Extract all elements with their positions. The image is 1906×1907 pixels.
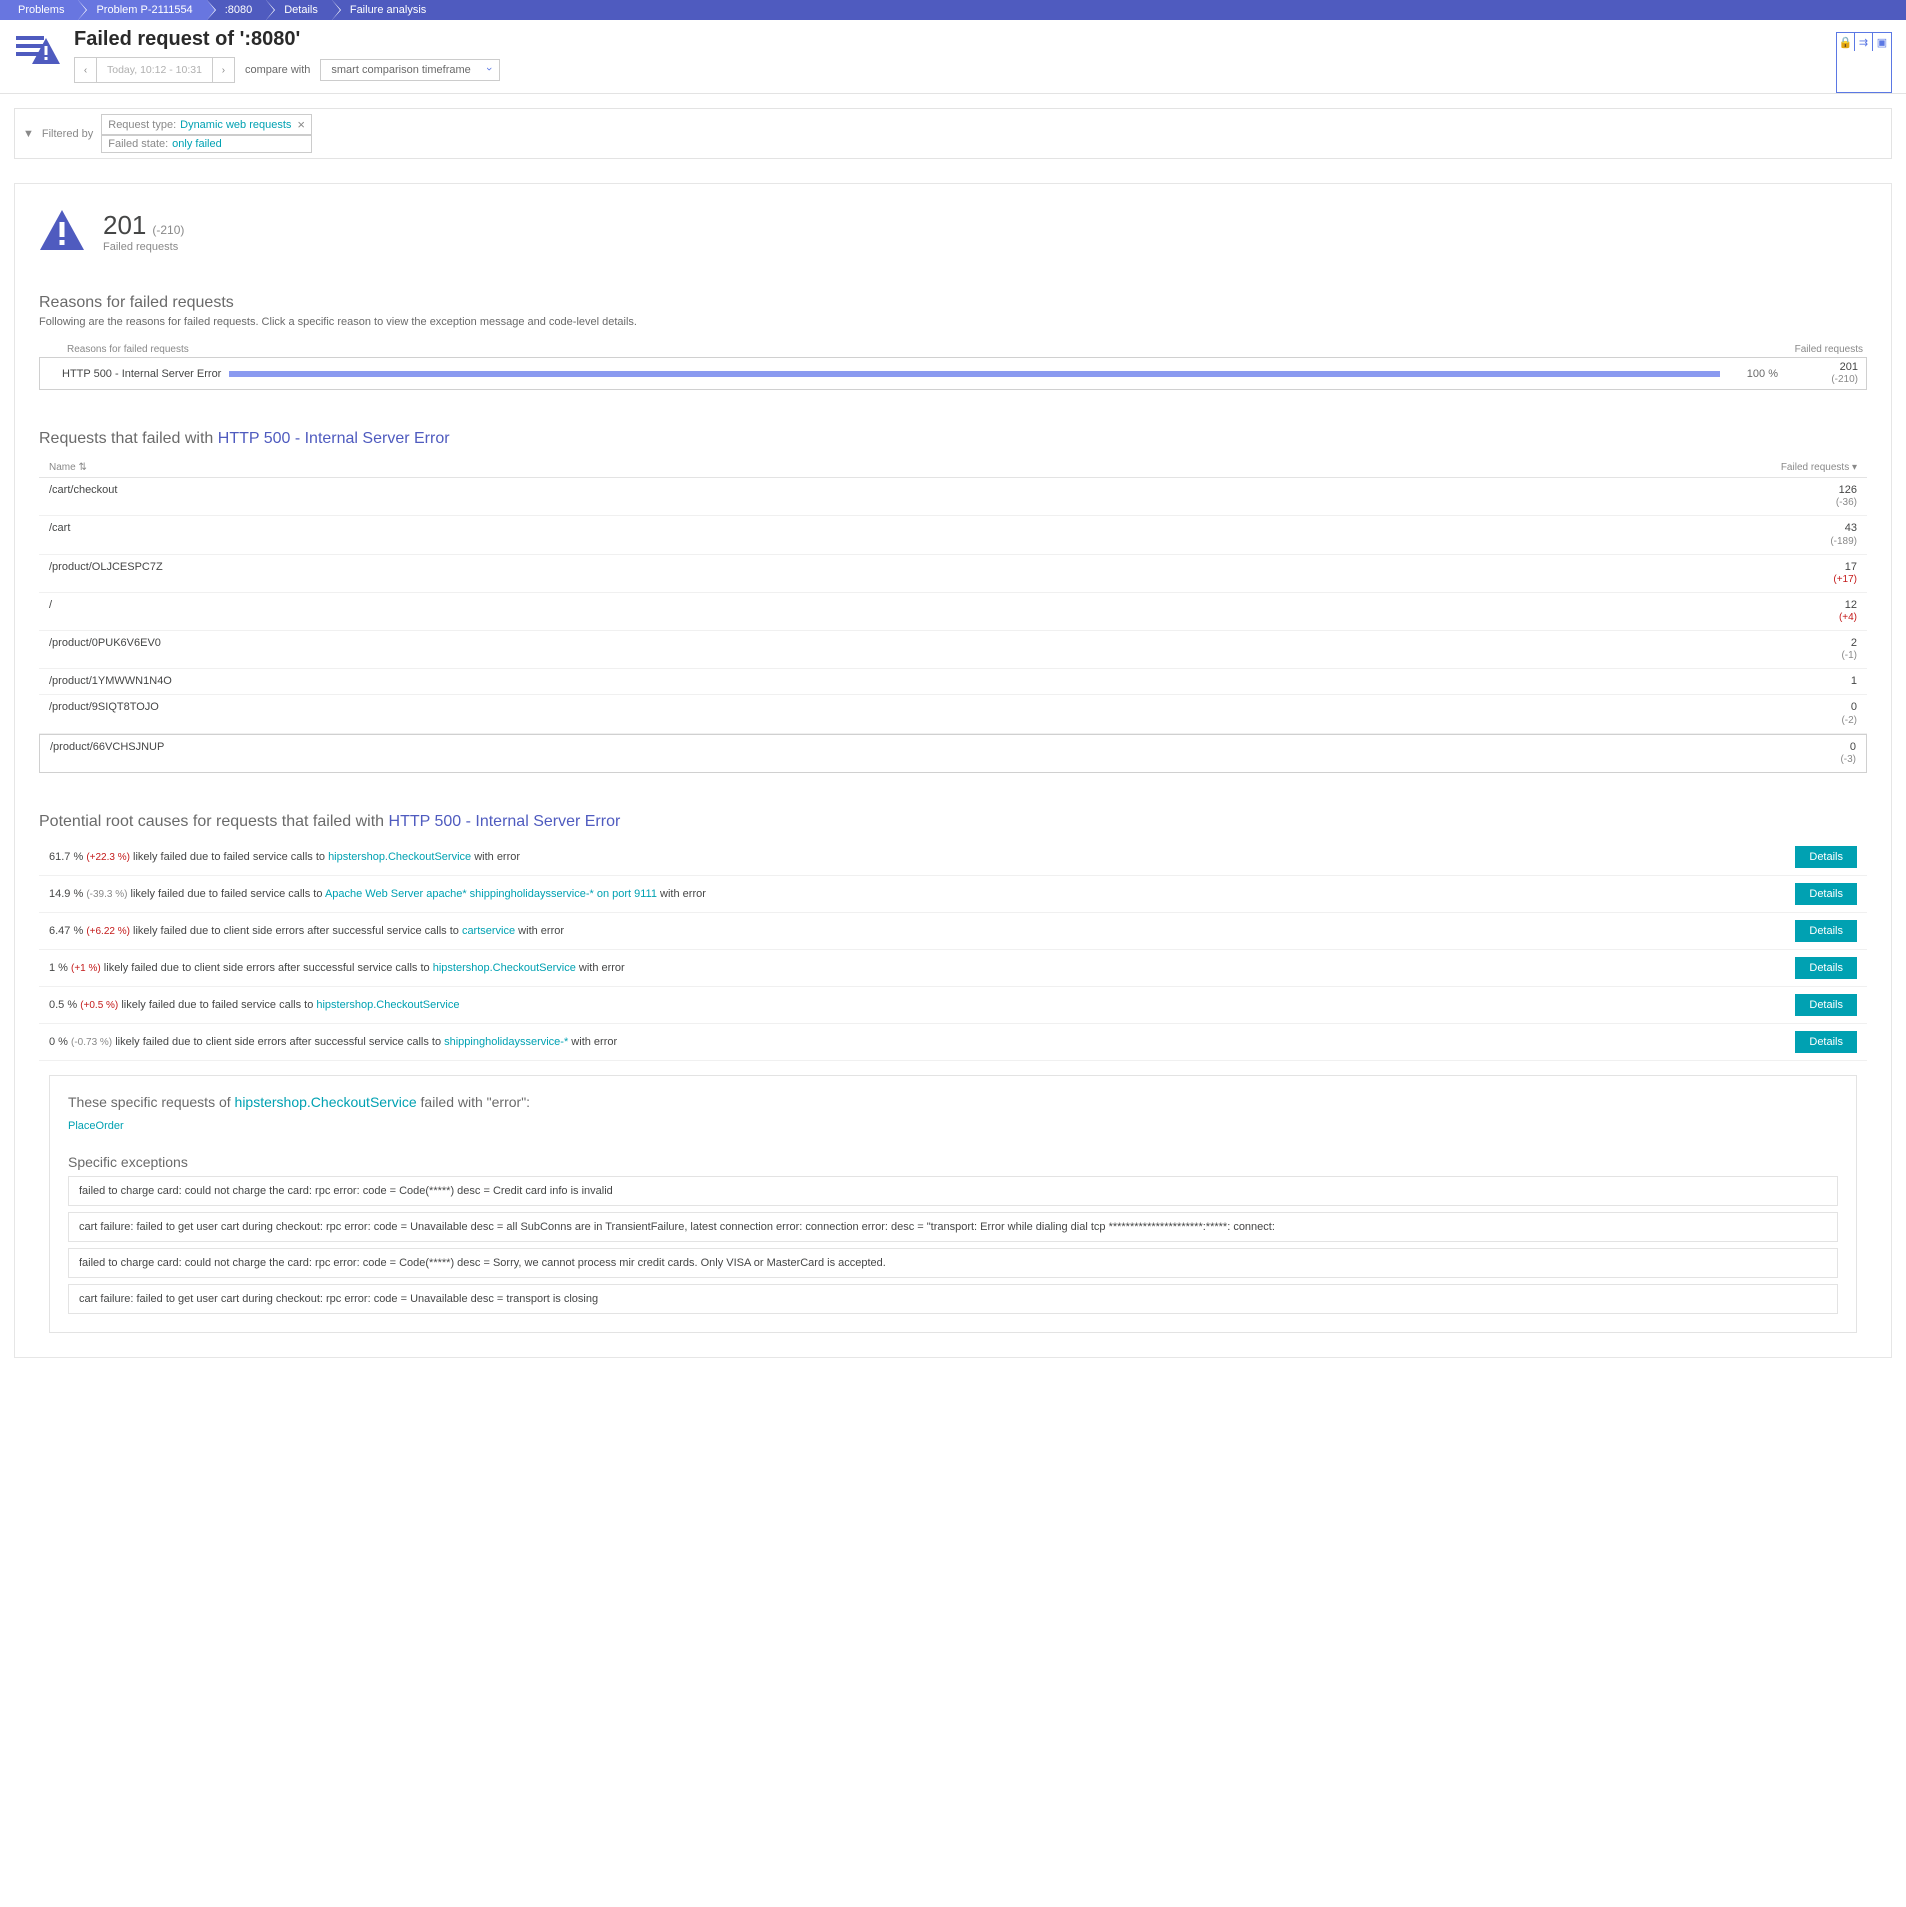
breadcrumb-item[interactable]: Problems	[0, 0, 78, 20]
reasons-sub: Following are the reasons for failed req…	[39, 316, 1867, 328]
request-name: /product/OLJCESPC7Z	[49, 561, 1717, 586]
remove-filter-icon[interactable]: ×	[297, 117, 305, 132]
exception-row[interactable]: cart failure: failed to get user cart du…	[68, 1284, 1838, 1314]
details-button[interactable]: Details	[1795, 1031, 1857, 1053]
request-row[interactable]: /product/9SIQT8TOJO0(-2)	[39, 695, 1867, 733]
reason-name: HTTP 500 - Internal Server Error	[48, 368, 229, 380]
request-count: 0(-2)	[1717, 701, 1857, 726]
request-count: 126(-36)	[1717, 484, 1857, 509]
details-button[interactable]: Details	[1795, 994, 1857, 1016]
cause-row: 0 % (-0.73 %) likely failed due to clien…	[39, 1024, 1867, 1061]
specific-request-link[interactable]: PlaceOrder	[68, 1120, 1838, 1132]
breadcrumb-item[interactable]: Failure analysis	[332, 0, 440, 20]
specific-requests-box: These specific requests of hipstershop.C…	[49, 1075, 1857, 1333]
breadcrumb-item[interactable]: Details	[266, 0, 332, 20]
request-count: 2(-1)	[1717, 637, 1857, 662]
compare-dropdown[interactable]: smart comparison timeframe	[320, 59, 499, 81]
service-link[interactable]: hipstershop.CheckoutService	[328, 851, 471, 863]
cause-row: 1 % (+1 %) likely failed due to client s…	[39, 950, 1867, 987]
header-actions: 🔒 ⇉ ▣	[1836, 32, 1892, 93]
request-row[interactable]: /product/0PUK6V6EV02(-1)	[39, 631, 1867, 669]
details-button[interactable]: Details	[1795, 920, 1857, 942]
service-alert-icon	[14, 28, 62, 76]
cause-row: 61.7 % (+22.3 %) likely failed due to fa…	[39, 839, 1867, 876]
service-link[interactable]: hipstershop.CheckoutService	[316, 999, 459, 1011]
requests-title: Requests that failed with HTTP 500 - Int…	[39, 430, 1867, 448]
details-button[interactable]: Details	[1795, 883, 1857, 905]
filter-chip[interactable]: Request type: Dynamic web requests×	[101, 114, 312, 135]
cause-row: 6.47 % (+6.22 %) likely failed due to cl…	[39, 913, 1867, 950]
exceptions-title: Specific exceptions	[68, 1154, 1838, 1170]
reason-count: 201(-210)	[1778, 361, 1858, 386]
related-icon[interactable]: ⇉	[1855, 33, 1873, 51]
request-count: 17(+17)	[1717, 561, 1857, 586]
request-name: /product/9SIQT8TOJO	[49, 701, 1717, 726]
request-row[interactable]: /cart43(-189)	[39, 516, 1867, 554]
summary: 201 (-210) Failed requests	[39, 208, 1867, 254]
reason-pct: 100 %	[1728, 368, 1778, 380]
request-name: /product/1YMWWN1N4O	[49, 675, 1717, 688]
request-row[interactable]: /product/66VCHSJNUP0(-3)	[39, 734, 1867, 773]
req-col-right[interactable]: Failed requests ▾	[1717, 462, 1857, 473]
request-name: /product/66VCHSJNUP	[50, 741, 1716, 766]
page-title: Failed request of ':8080'	[74, 28, 1836, 51]
service-link[interactable]: shippingholidaysservice-*	[444, 1036, 568, 1048]
time-nav: ‹ Today, 10:12 - 10:31 ›	[74, 57, 235, 83]
request-name: /cart/checkout	[49, 484, 1717, 509]
specific-title: These specific requests of hipstershop.C…	[68, 1094, 1838, 1110]
exception-row[interactable]: failed to charge card: could not charge …	[68, 1176, 1838, 1206]
cause-row: 0.5 % (+0.5 %) likely failed due to fail…	[39, 987, 1867, 1024]
lock-icon[interactable]: 🔒	[1837, 33, 1855, 51]
reasons-title: Reasons for failed requests	[39, 294, 1867, 312]
request-count: 12(+4)	[1717, 599, 1857, 624]
time-range-label[interactable]: Today, 10:12 - 10:31	[97, 58, 212, 82]
exception-row[interactable]: failed to charge card: could not charge …	[68, 1248, 1838, 1278]
details-button[interactable]: Details	[1795, 846, 1857, 868]
req-col-name[interactable]: Name ⇅	[49, 462, 1717, 473]
filtered-by-label: Filtered by	[42, 128, 93, 140]
causes-title: Potential root causes for requests that …	[39, 813, 1867, 831]
filter-icon: ▼	[23, 128, 34, 140]
compare-label: compare with	[245, 64, 310, 76]
cause-row: 14.9 % (-39.3 %) likely failed due to fa…	[39, 876, 1867, 913]
request-count: 1	[1717, 675, 1857, 688]
failed-delta: (-210)	[152, 223, 184, 237]
warning-icon	[39, 208, 85, 254]
reason-row[interactable]: HTTP 500 - Internal Server Error 100 %201…	[39, 357, 1867, 390]
expand-icon[interactable]: ▣	[1873, 33, 1891, 51]
request-row[interactable]: /cart/checkout126(-36)	[39, 478, 1867, 516]
request-count: 43(-189)	[1717, 522, 1857, 547]
reasons-col-right: Failed requests	[1747, 344, 1867, 355]
service-link[interactable]: Apache Web Server apache* shippingholida…	[325, 888, 657, 900]
request-name: /cart	[49, 522, 1717, 547]
exception-row[interactable]: cart failure: failed to get user cart du…	[68, 1212, 1838, 1242]
reasons-col-name: Reasons for failed requests	[39, 344, 1747, 355]
filter-chip[interactable]: Failed state: only failed	[101, 135, 312, 153]
breadcrumb: ProblemsProblem P-2111554:8080DetailsFai…	[0, 0, 1906, 20]
time-next-button[interactable]: ›	[212, 58, 234, 82]
request-row[interactable]: /product/OLJCESPC7Z17(+17)	[39, 555, 1867, 593]
filter-bar: ▼ Filtered by Request type: Dynamic web …	[14, 108, 1892, 159]
request-name: /	[49, 599, 1717, 624]
failed-label: Failed requests	[103, 241, 184, 253]
time-prev-button[interactable]: ‹	[75, 58, 97, 82]
request-name: /product/0PUK6V6EV0	[49, 637, 1717, 662]
breadcrumb-item[interactable]: Problem P-2111554	[78, 0, 206, 20]
request-row[interactable]: /product/1YMWWN1N4O1	[39, 669, 1867, 695]
request-count: 0(-3)	[1716, 741, 1856, 766]
request-row[interactable]: /12(+4)	[39, 593, 1867, 631]
service-link[interactable]: hipstershop.CheckoutService	[433, 962, 576, 974]
details-button[interactable]: Details	[1795, 957, 1857, 979]
failed-count: 201	[103, 210, 146, 240]
service-link[interactable]: cartservice	[462, 925, 515, 937]
page-header: Failed request of ':8080' ‹ Today, 10:12…	[0, 20, 1906, 94]
